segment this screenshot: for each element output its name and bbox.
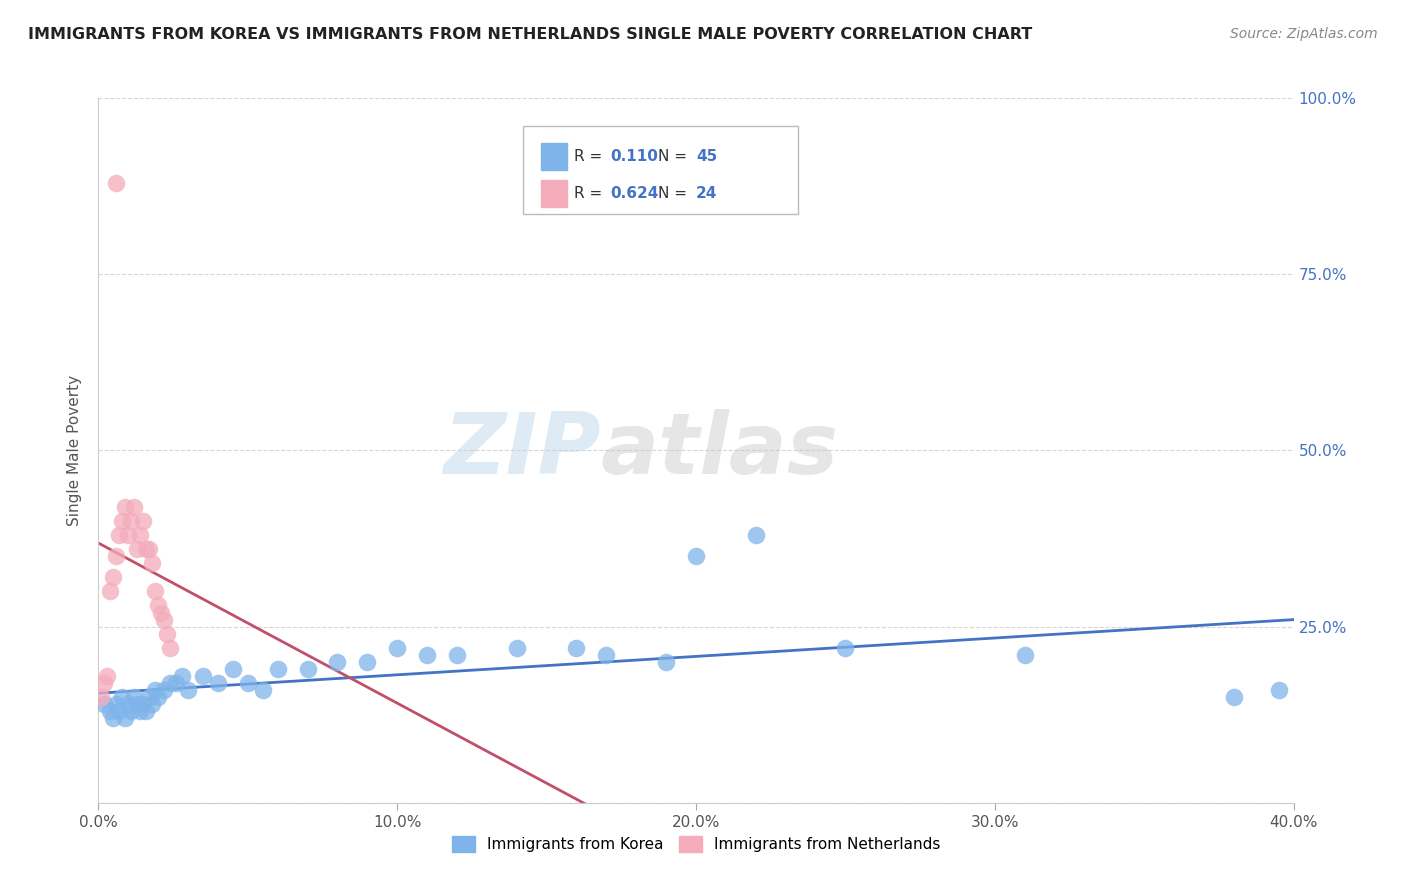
Point: [153, 683, 176, 698]
Point: [1223, 690, 1246, 705]
Point: [141, 556, 163, 570]
Point: [132, 514, 155, 528]
Point: [172, 669, 194, 683]
Point: [124, 690, 146, 705]
Point: [111, 514, 134, 528]
Bar: [541, 144, 567, 170]
Legend: Immigrants from Korea, Immigrants from Netherlands: Immigrants from Korea, Immigrants from N…: [446, 830, 946, 859]
Point: [90, 690, 112, 705]
Point: [93, 697, 115, 711]
Point: [153, 613, 176, 627]
Point: [745, 528, 768, 542]
Point: [385, 640, 409, 655]
Point: [108, 704, 131, 718]
Point: [127, 542, 149, 557]
Point: [148, 690, 170, 705]
Point: [252, 683, 274, 698]
Point: [267, 662, 290, 676]
Text: R =: R =: [574, 149, 607, 164]
Point: [138, 690, 160, 705]
Point: [120, 704, 142, 718]
Text: N =: N =: [658, 149, 692, 164]
Point: [117, 697, 139, 711]
Text: 0.624: 0.624: [610, 186, 658, 201]
Point: [506, 640, 529, 655]
Text: 45: 45: [696, 149, 717, 164]
Point: [103, 570, 125, 584]
Point: [111, 690, 134, 705]
Point: [98, 584, 122, 599]
Point: [129, 528, 152, 542]
Text: N =: N =: [658, 186, 692, 201]
Point: [135, 704, 157, 718]
Text: Source: ZipAtlas.com: Source: ZipAtlas.com: [1230, 27, 1378, 41]
Point: [93, 676, 115, 690]
Point: [138, 542, 160, 557]
Point: [127, 697, 149, 711]
Point: [165, 676, 187, 690]
Text: 0.110: 0.110: [610, 149, 658, 164]
Point: [124, 500, 146, 514]
Point: [105, 176, 128, 190]
Point: [141, 697, 163, 711]
Point: [177, 683, 200, 698]
Point: [148, 599, 170, 613]
FancyBboxPatch shape: [523, 127, 797, 214]
Point: [114, 500, 136, 514]
Text: ZIP: ZIP: [443, 409, 600, 492]
Point: [356, 655, 378, 669]
Point: [1014, 648, 1036, 662]
Point: [1267, 683, 1289, 698]
Point: [105, 549, 128, 564]
Point: [96, 669, 118, 683]
Point: [834, 640, 856, 655]
Text: R =: R =: [574, 186, 607, 201]
Point: [135, 542, 157, 557]
Point: [156, 626, 179, 640]
Point: [297, 662, 319, 676]
Point: [159, 640, 181, 655]
Point: [105, 697, 128, 711]
Point: [120, 514, 142, 528]
Point: [150, 606, 173, 620]
Y-axis label: Single Male Poverty: Single Male Poverty: [67, 375, 83, 526]
Point: [326, 655, 349, 669]
Point: [416, 648, 439, 662]
Point: [565, 640, 588, 655]
Text: 24: 24: [696, 186, 717, 201]
Point: [685, 549, 707, 564]
Point: [159, 676, 181, 690]
Point: [98, 704, 122, 718]
Point: [222, 662, 245, 676]
Point: [143, 584, 166, 599]
Text: atlas: atlas: [600, 409, 838, 492]
Point: [129, 704, 152, 718]
Point: [132, 697, 155, 711]
Point: [236, 676, 259, 690]
Point: [108, 528, 131, 542]
Point: [207, 676, 229, 690]
Point: [595, 648, 617, 662]
Point: [446, 648, 468, 662]
Point: [103, 711, 125, 725]
Point: [655, 655, 678, 669]
Text: IMMIGRANTS FROM KOREA VS IMMIGRANTS FROM NETHERLANDS SINGLE MALE POVERTY CORRELA: IMMIGRANTS FROM KOREA VS IMMIGRANTS FROM…: [28, 27, 1032, 42]
Point: [191, 669, 214, 683]
Point: [143, 683, 166, 698]
Bar: [541, 180, 567, 207]
Point: [117, 528, 139, 542]
Point: [114, 711, 136, 725]
